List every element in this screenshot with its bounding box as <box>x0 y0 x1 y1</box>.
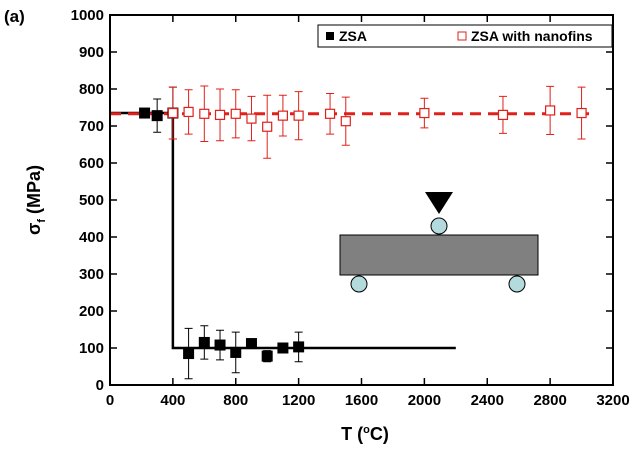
legend-marker <box>457 31 467 41</box>
y-tick-label: 1000 <box>71 7 104 24</box>
marker <box>576 107 587 119</box>
marker <box>245 338 257 350</box>
marker <box>183 106 194 118</box>
y-label-part: (MPa) <box>24 165 44 219</box>
marker <box>277 110 289 121</box>
marker <box>246 113 257 124</box>
legend-label: ZSA <box>339 28 367 44</box>
marker <box>261 350 273 362</box>
x-tick-label: 800 <box>223 392 248 409</box>
marker <box>214 109 226 121</box>
y-tick-label: 500 <box>79 192 104 209</box>
marker <box>324 108 336 119</box>
marker <box>340 116 351 127</box>
y-tick-label: 200 <box>79 303 104 320</box>
x-tick-label: 2400 <box>471 392 504 409</box>
legend-label: ZSA with nanofins <box>471 28 593 44</box>
x-tick-label: 0 <box>106 392 114 409</box>
marker <box>419 107 430 119</box>
marker <box>497 109 509 121</box>
x-tick-label: 2800 <box>533 392 566 409</box>
marker <box>293 341 305 353</box>
marker <box>293 110 304 121</box>
x-axis-label: T (oC) <box>341 424 389 444</box>
load-roller <box>430 217 448 235</box>
panel-label: (a) <box>4 7 25 26</box>
marker <box>277 342 289 354</box>
x-tick-label: 3200 <box>596 392 629 409</box>
y-tick-label: 400 <box>79 229 104 246</box>
beam <box>339 234 539 276</box>
x-tick-label: 2000 <box>408 392 441 409</box>
x-tick-label: 1200 <box>282 392 315 409</box>
y-tick-label: 100 <box>79 340 104 357</box>
marker <box>167 107 178 119</box>
x-tick-label: 400 <box>160 392 185 409</box>
y-tick-label: 0 <box>96 377 104 394</box>
legend-marker <box>326 32 334 40</box>
marker <box>139 107 151 119</box>
y-tick-label: 300 <box>79 266 104 283</box>
y-tick-label: 900 <box>79 44 104 61</box>
y-label-part: σ <box>24 223 44 235</box>
y-label-subscript: f <box>36 219 48 223</box>
x-label-superscript: o <box>363 424 370 436</box>
fit-line <box>110 111 456 350</box>
support-roller <box>508 275 526 293</box>
marker <box>545 105 556 116</box>
inset-diagram <box>339 192 539 293</box>
marker <box>230 346 242 358</box>
marker <box>214 339 226 351</box>
legend: ZSA ZSA with nanofins <box>317 24 613 48</box>
y-tick-label: 800 <box>79 81 104 98</box>
marker <box>198 336 210 348</box>
marker <box>183 348 195 360</box>
plot-frame <box>109 14 614 386</box>
y-tick-label: 700 <box>79 118 104 135</box>
marker <box>262 121 273 132</box>
x-label-part: T ( <box>341 424 363 444</box>
marker <box>151 110 163 122</box>
x-tick-label: 1600 <box>345 392 378 409</box>
load-arrow <box>425 192 453 214</box>
marker <box>230 108 241 119</box>
x-label-part: C) <box>370 424 389 444</box>
marker <box>199 108 210 119</box>
y-tick-label: 600 <box>79 155 104 172</box>
support-roller <box>350 275 368 293</box>
y-axis-label: σf (MPa) <box>24 165 48 235</box>
